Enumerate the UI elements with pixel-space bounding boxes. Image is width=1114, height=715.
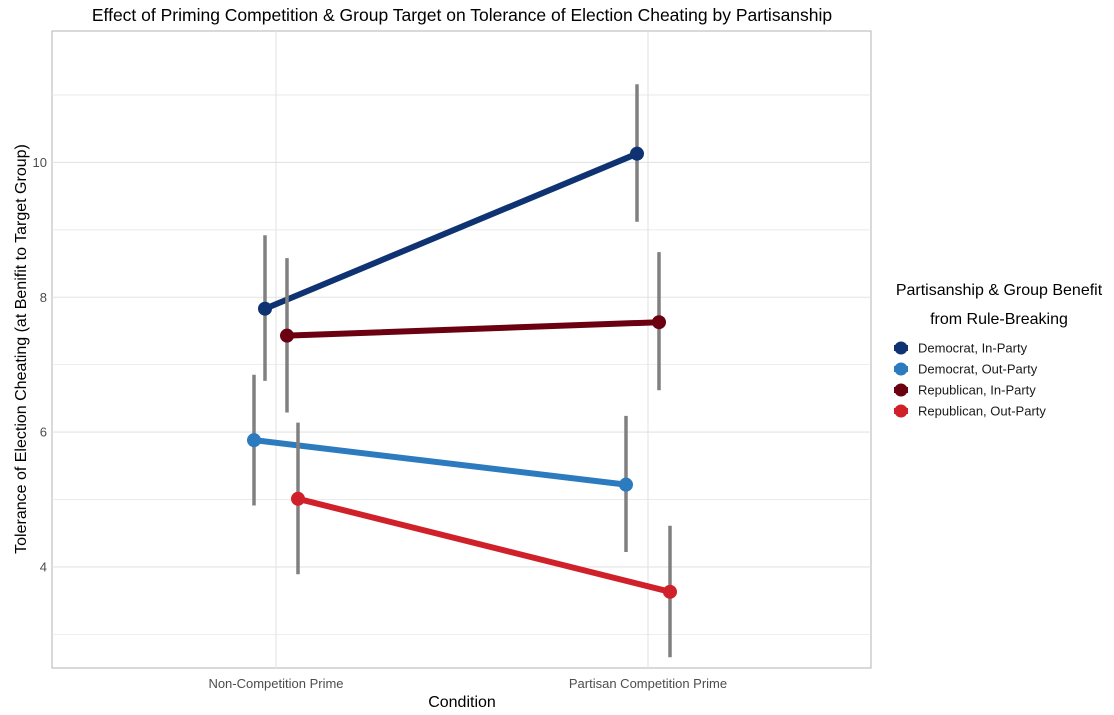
legend-title-line-2: from Rule-Breaking — [930, 311, 1068, 328]
grid-layer — [52, 31, 871, 668]
legend-label-democrat-out-party: Democrat, Out-Party — [918, 362, 1038, 377]
legend-title-line-1: Partisanship & Group Benefit — [896, 282, 1103, 299]
series-lines — [251, 150, 673, 595]
legend-key-point-democrat-out-party — [894, 362, 908, 376]
data-point-democrat-in-party — [258, 301, 272, 316]
series-line-democrat-out-party — [251, 437, 629, 488]
data-point-republican-out-party — [291, 491, 305, 506]
data-point-republican-in-party — [652, 315, 666, 330]
y-tick-label: 10 — [33, 155, 47, 170]
chart-title: Effect of Priming Competition & Group Ta… — [92, 5, 832, 25]
data-point-democrat-in-party — [630, 146, 644, 161]
data-point-democrat-out-party — [619, 477, 633, 492]
legend-key-point-republican-out-party — [894, 404, 908, 418]
x-tick-label: Partisan Competition Prime — [569, 676, 727, 691]
series-line-republican-out-party — [295, 495, 673, 595]
x-tick-label: Non-Competition Prime — [208, 676, 343, 691]
legend-label-republican-out-party: Republican, Out-Party — [918, 404, 1046, 419]
plot-panel — [51, 30, 872, 669]
x-axis-ticks: Non-Competition Prime Partisan Competitio… — [208, 676, 727, 691]
series-line-republican-in-party — [284, 319, 662, 339]
y-axis-title: Tolerance of Election Cheating (at Benif… — [13, 144, 30, 554]
y-tick-label: 6 — [40, 425, 47, 440]
y-tick-label: 8 — [40, 290, 47, 305]
legend-label-republican-in-party: Republican, In-Party — [918, 383, 1036, 398]
legend: Partisanship & Group Benefit from Rule-B… — [894, 282, 1103, 419]
data-point-republican-in-party — [280, 328, 294, 343]
legend-key-point-republican-in-party — [894, 383, 908, 397]
legend-label-democrat-in-party: Democrat, In-Party — [918, 341, 1028, 356]
data-point-republican-out-party — [663, 584, 677, 599]
series-points — [247, 146, 677, 599]
y-tick-label: 4 — [40, 559, 47, 574]
legend-items: Democrat, In-Party Democrat, Out-Party Rep… — [894, 341, 1046, 419]
x-axis-title: Condition — [428, 694, 496, 710]
y-axis-ticks: 4 6 8 10 — [33, 155, 47, 574]
legend-key-point-democrat-in-party — [894, 341, 908, 355]
series-line-democrat-in-party — [262, 150, 640, 312]
data-point-democrat-out-party — [247, 433, 261, 448]
